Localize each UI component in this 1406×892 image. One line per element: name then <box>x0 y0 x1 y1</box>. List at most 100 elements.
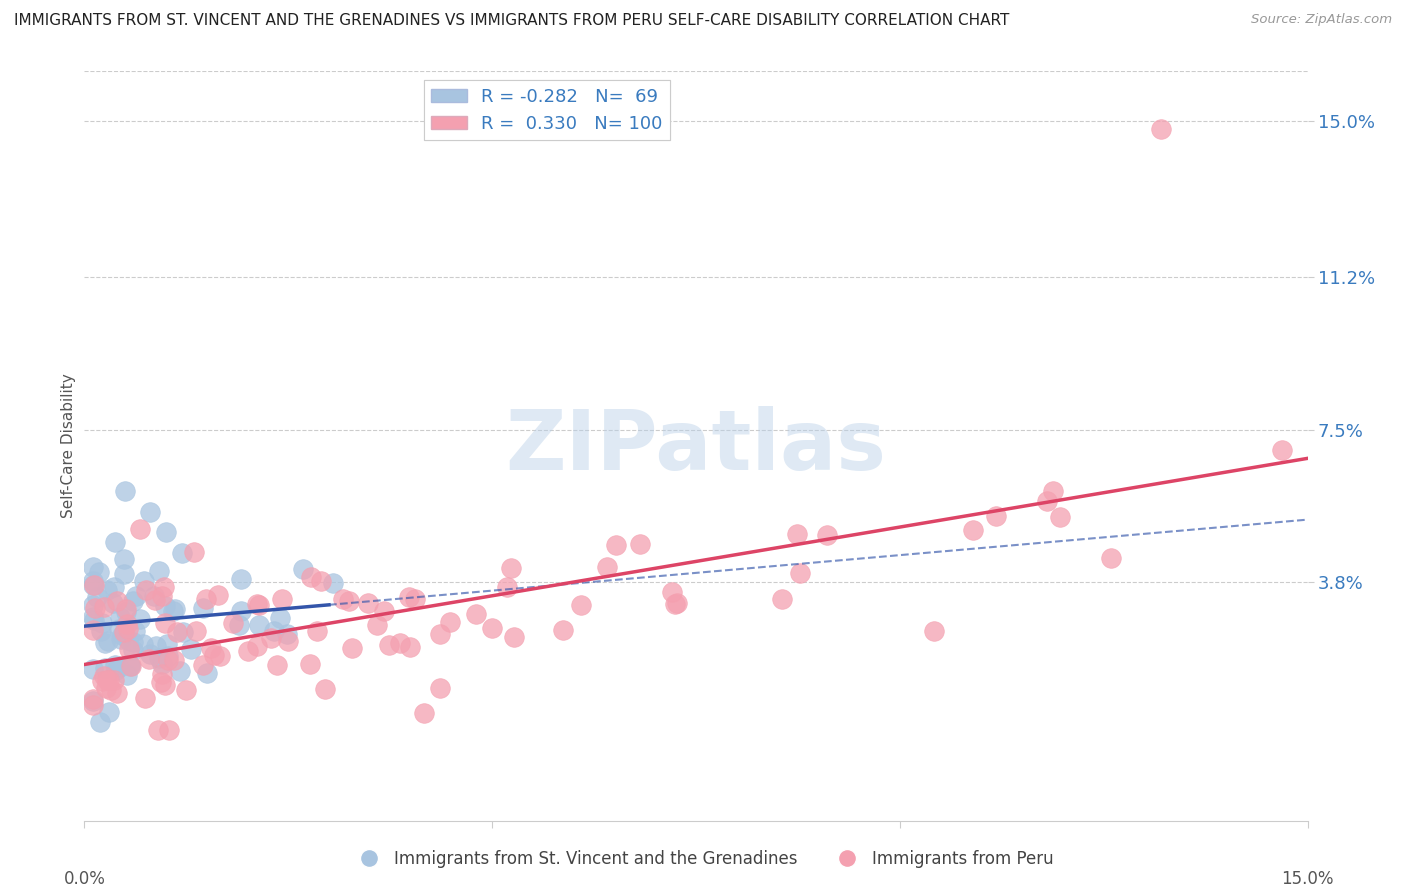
Point <box>82 578 104 592</box>
Point <box>183 545 205 559</box>
Point <box>148 564 170 578</box>
Point <box>134 574 156 588</box>
Point <box>276 627 298 641</box>
Point <box>628 536 651 550</box>
Point <box>125 589 148 603</box>
Point <box>112 566 135 581</box>
Point <box>231 604 253 618</box>
Point <box>135 582 157 597</box>
Point <box>82 692 104 706</box>
Point <box>139 647 162 661</box>
Point <box>157 723 180 737</box>
Point <box>150 675 173 690</box>
Point <box>238 644 260 658</box>
Point <box>150 590 173 604</box>
Point <box>90 624 112 638</box>
Y-axis label: Self-Care Disability: Self-Care Disability <box>60 374 76 518</box>
Point <box>247 598 270 612</box>
Point <box>153 580 176 594</box>
Point <box>180 642 202 657</box>
Point <box>202 648 225 663</box>
Point <box>197 666 219 681</box>
Point <box>89 565 111 579</box>
Point <box>118 658 141 673</box>
Point <box>108 622 131 636</box>
Point <box>342 640 364 655</box>
Point <box>97 705 120 719</box>
Point <box>605 539 627 553</box>
Point <box>169 664 191 678</box>
Point <box>786 527 808 541</box>
Point <box>664 597 686 611</box>
Point <box>82 698 104 712</box>
Point <box>1099 551 1122 566</box>
Point <box>373 604 395 618</box>
Point <box>128 612 150 626</box>
Point <box>82 574 104 588</box>
Point <box>1150 122 1173 136</box>
Point <box>162 604 184 618</box>
Point <box>378 638 401 652</box>
Point <box>172 546 194 560</box>
Point <box>207 588 229 602</box>
Point <box>661 585 683 599</box>
Point <box>138 505 160 519</box>
Point <box>82 609 104 624</box>
Point <box>105 686 128 700</box>
Point <box>134 690 156 705</box>
Point <box>132 637 155 651</box>
Point <box>1036 493 1059 508</box>
Point <box>101 596 124 610</box>
Point <box>1042 483 1064 498</box>
Point <box>332 591 354 606</box>
Point <box>108 660 131 674</box>
Point <box>337 593 360 607</box>
Point <box>97 634 120 648</box>
Point <box>596 560 619 574</box>
Point <box>128 523 150 537</box>
Point <box>229 572 252 586</box>
Point <box>121 634 143 648</box>
Point <box>366 618 388 632</box>
Point <box>153 599 176 614</box>
Point <box>82 693 104 707</box>
Point <box>174 683 197 698</box>
Point <box>83 601 105 615</box>
Point <box>117 622 139 636</box>
Point <box>389 636 412 650</box>
Point <box>429 681 451 695</box>
Point <box>121 594 143 608</box>
Point <box>118 657 141 672</box>
Legend: R = -0.282   N=  69, R =  0.330   N= 100: R = -0.282 N= 69, R = 0.330 N= 100 <box>423 80 671 140</box>
Point <box>145 639 167 653</box>
Point <box>146 723 169 737</box>
Point <box>155 525 177 540</box>
Point <box>502 630 524 644</box>
Point <box>156 653 179 667</box>
Point <box>93 669 115 683</box>
Point <box>962 523 984 537</box>
Point <box>186 624 208 638</box>
Point <box>124 624 146 638</box>
Point <box>666 596 689 610</box>
Point <box>143 589 166 603</box>
Point <box>93 600 115 615</box>
Point <box>83 577 105 591</box>
Point <box>148 651 170 665</box>
Point <box>200 640 222 655</box>
Point <box>551 623 574 637</box>
Point <box>481 621 503 635</box>
Point <box>115 616 138 631</box>
Point <box>260 631 283 645</box>
Point <box>305 624 328 638</box>
Point <box>277 634 299 648</box>
Point <box>412 706 434 720</box>
Point <box>1271 443 1294 458</box>
Legend: Immigrants from St. Vincent and the Grenadines, Immigrants from Peru: Immigrants from St. Vincent and the Gren… <box>346 844 1060 875</box>
Point <box>90 674 112 689</box>
Point <box>163 601 186 615</box>
Point <box>984 508 1007 523</box>
Point <box>153 678 176 692</box>
Point <box>922 624 945 639</box>
Point <box>90 616 112 631</box>
